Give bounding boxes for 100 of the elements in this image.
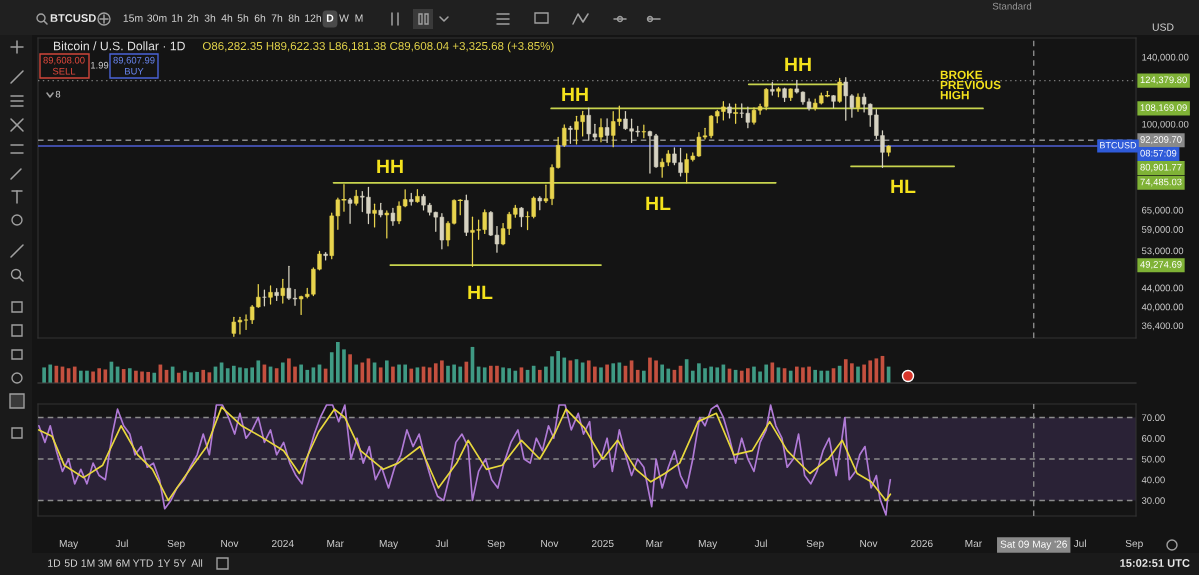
bar xyxy=(409,368,414,383)
bar xyxy=(513,370,518,383)
text: 49,274.69 xyxy=(1140,261,1182,269)
x-tick-label: 2024 xyxy=(272,539,294,548)
x-tick-label: Jul xyxy=(754,539,767,548)
bar xyxy=(537,369,542,383)
text: 80,901.77 xyxy=(1140,163,1182,172)
x-tick-label: 2025 xyxy=(591,539,614,548)
bar xyxy=(501,367,505,383)
annotation: BUY xyxy=(125,67,144,75)
bar xyxy=(121,369,126,383)
bar xyxy=(635,369,640,383)
bar xyxy=(856,366,860,383)
bar xyxy=(176,372,181,383)
annotation: HL xyxy=(891,179,916,194)
text: 124,379.80 xyxy=(1140,76,1187,85)
annotation: HL xyxy=(646,196,671,211)
bar xyxy=(378,367,383,383)
bar xyxy=(489,365,493,383)
bar xyxy=(764,364,769,383)
y-tick-label: 140,000.00 xyxy=(1142,53,1189,62)
text: 15m xyxy=(123,14,143,22)
candlestick xyxy=(604,118,610,144)
bar xyxy=(495,365,499,383)
bar xyxy=(605,364,609,383)
bar xyxy=(739,370,744,383)
text: BTCUSD xyxy=(50,14,96,22)
text: 3M xyxy=(98,559,112,567)
bar xyxy=(715,367,720,383)
bar xyxy=(819,370,824,383)
bar xyxy=(770,362,775,383)
bar xyxy=(195,371,199,383)
bar xyxy=(709,366,713,383)
bar xyxy=(862,364,866,383)
text: 5D xyxy=(64,559,78,567)
bar xyxy=(752,366,756,383)
bar xyxy=(697,363,701,383)
candlestick xyxy=(384,210,389,239)
y-tick-label: 60.00 xyxy=(1142,435,1165,442)
text: M xyxy=(355,14,363,22)
y-tick-label: 44,000.00 xyxy=(1141,284,1184,293)
text: All xyxy=(191,559,203,567)
x-tick-label: Jul xyxy=(1073,539,1086,548)
bar xyxy=(97,368,102,383)
bar xyxy=(391,366,395,383)
bar xyxy=(801,367,805,383)
bar xyxy=(586,360,591,383)
bar xyxy=(256,360,261,383)
bar xyxy=(660,364,665,383)
annotation: HH xyxy=(785,57,811,72)
bar xyxy=(238,367,242,383)
bar xyxy=(127,368,132,383)
annotation: 89,607.99 xyxy=(113,56,155,65)
bar xyxy=(299,364,303,383)
bar xyxy=(231,365,236,383)
annotation: 1.99 xyxy=(91,61,109,69)
text: 1h xyxy=(172,14,183,22)
bar xyxy=(72,366,77,383)
y-tick-label: 30.00 xyxy=(1141,497,1165,504)
text: 15:02:51 UTC xyxy=(1120,559,1190,567)
bar xyxy=(690,370,695,383)
candlestick xyxy=(268,285,273,305)
bar xyxy=(329,352,334,383)
bar xyxy=(544,366,548,383)
text: 5Y xyxy=(174,559,187,567)
bar xyxy=(648,357,652,383)
annotation: HH xyxy=(562,87,588,102)
bar xyxy=(342,349,346,383)
text: 108,169.09 xyxy=(1140,104,1187,113)
bar xyxy=(280,362,285,383)
y-tick-label: 65,000.00 xyxy=(1142,206,1184,215)
text: 3h xyxy=(204,14,216,22)
bar xyxy=(611,363,616,383)
bar xyxy=(433,363,438,383)
bar xyxy=(452,364,456,383)
y-tick-label: 53,000.00 xyxy=(1141,247,1184,256)
bar xyxy=(850,363,854,383)
y-tick-label: 40.00 xyxy=(1141,476,1165,484)
candlestick xyxy=(733,103,739,124)
bar xyxy=(593,366,597,383)
bar xyxy=(507,368,512,383)
text: 7h xyxy=(271,14,283,22)
text: 8h xyxy=(288,14,300,22)
bar xyxy=(703,368,707,383)
bar xyxy=(599,367,603,383)
bar xyxy=(244,368,248,383)
bar xyxy=(250,367,255,383)
bar xyxy=(807,366,811,383)
candlestick xyxy=(519,206,524,228)
bar xyxy=(140,371,144,383)
bar xyxy=(348,354,352,383)
bar xyxy=(746,368,750,383)
bar xyxy=(531,365,536,383)
bar xyxy=(813,369,817,383)
text: 12h xyxy=(305,14,322,22)
chart-title: Bitcoin / U.S. Dollar · 1D xyxy=(54,41,185,51)
text: 1M xyxy=(81,559,95,567)
annotation: BROKE PREVIOUS HIGH xyxy=(940,70,1001,100)
y-tick-label: 36,400.00 xyxy=(1141,322,1184,331)
annotation: SELL xyxy=(52,67,76,75)
